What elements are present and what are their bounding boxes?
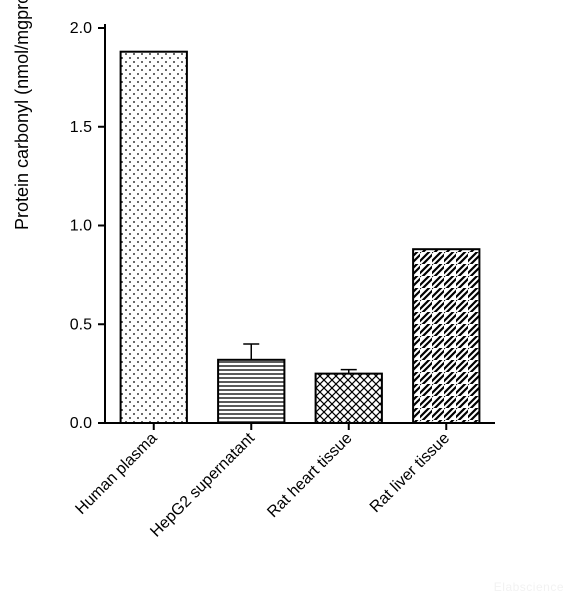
bar-chart: 0.0 0.5 1.0 1.5 2.0 Human plasmaHepG2 supern… xyxy=(0,0,572,600)
bar xyxy=(121,52,187,423)
y-tick-label: 2.0 xyxy=(70,20,92,37)
bar xyxy=(218,360,284,423)
watermark-text: Elabscience xyxy=(494,580,564,594)
x-category-label: HepG2 supernatant xyxy=(147,429,258,540)
y-tick-label: 0.0 xyxy=(70,415,92,432)
bar xyxy=(316,374,382,423)
chart-container: Protein carbonyl (nmol/mgprot) xyxy=(0,0,572,600)
y-tick-label: 1.5 xyxy=(70,119,92,136)
y-tick-label: 0.5 xyxy=(70,316,92,333)
x-category-label: Rat liver tissue xyxy=(367,430,453,516)
x-category-label: Human plasma xyxy=(72,430,160,518)
x-category-label: Rat heart tissue xyxy=(264,430,355,521)
y-axis-label: Protein carbonyl (nmol/mgprot) xyxy=(12,0,33,230)
bar xyxy=(413,249,479,423)
y-tick-label: 1.0 xyxy=(70,218,92,235)
